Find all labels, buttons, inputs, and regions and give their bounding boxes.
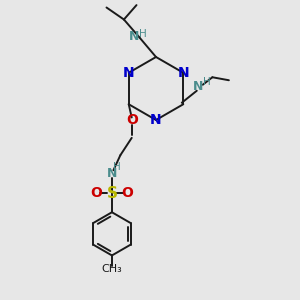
Text: H: H bbox=[113, 162, 121, 172]
Text: N: N bbox=[178, 66, 189, 80]
Text: N: N bbox=[129, 30, 139, 44]
Text: H: H bbox=[203, 77, 211, 87]
Text: S: S bbox=[106, 186, 117, 201]
Text: O: O bbox=[126, 113, 138, 127]
Text: O: O bbox=[122, 186, 134, 200]
Text: N: N bbox=[123, 66, 134, 80]
Text: CH₃: CH₃ bbox=[101, 264, 122, 274]
Text: N: N bbox=[193, 80, 203, 93]
Text: N: N bbox=[107, 167, 117, 180]
Text: N: N bbox=[150, 113, 162, 127]
Text: H: H bbox=[139, 29, 147, 39]
Text: O: O bbox=[90, 186, 102, 200]
